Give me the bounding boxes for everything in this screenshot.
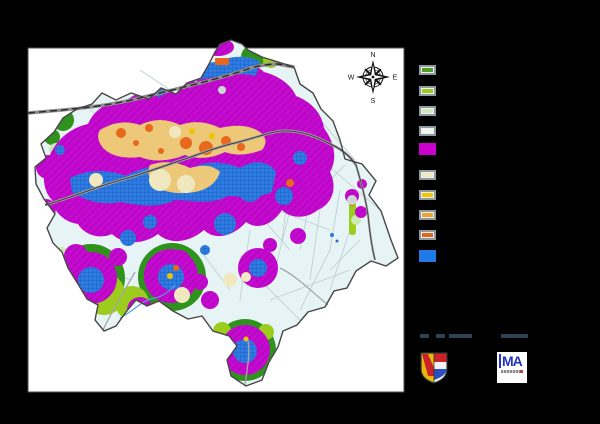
legend-item-green [419,65,436,75]
cream-zones [89,126,251,303]
legend-item-red-orange [419,229,436,240]
legend-item-orange [419,209,436,220]
ma-logo-subtext [501,370,523,373]
legend-swatch-yellow [419,190,436,200]
legend-item-magenta [419,142,436,155]
legend-swatch-pale-yellow [419,170,436,180]
legend-swatch-magenta [419,142,436,155]
scale-bar-segment-2 [436,334,445,338]
legend-swatch-blue [419,250,436,262]
legend-swatch-white [419,125,436,136]
legend-item-pale-yellow [419,170,436,180]
legend-swatch-orange [419,209,436,220]
legend-swatch-yellow-green [419,85,436,96]
compass-rose: N E S W [348,52,398,105]
municipal-crest-logo [420,352,448,384]
compass-north-label: N [370,52,375,59]
legend-item-yellow-green [419,85,436,96]
legend-swatch-pale-green [419,105,436,116]
main-roads [44,129,377,386]
compass-west-label: W [348,75,355,82]
scale-bar-segment-1 [420,334,429,338]
compass-south-label: S [371,98,376,105]
legend-item-yellow [419,190,436,200]
legend-item-white [419,125,436,136]
gold-zones [167,128,249,342]
legend-swatch-red-orange [419,229,436,240]
scale-bar-segment-3 [449,334,472,338]
scale-bar-segment-4 [501,334,528,338]
legend-item-blue [419,250,436,262]
legend-item-pale-green [419,105,436,116]
compass-east-label: E [393,75,398,82]
ma-logo: MA [497,352,527,383]
stream-line [119,284,176,319]
ma-logo-text: MA [499,354,523,368]
legend-swatch-green [419,65,436,75]
